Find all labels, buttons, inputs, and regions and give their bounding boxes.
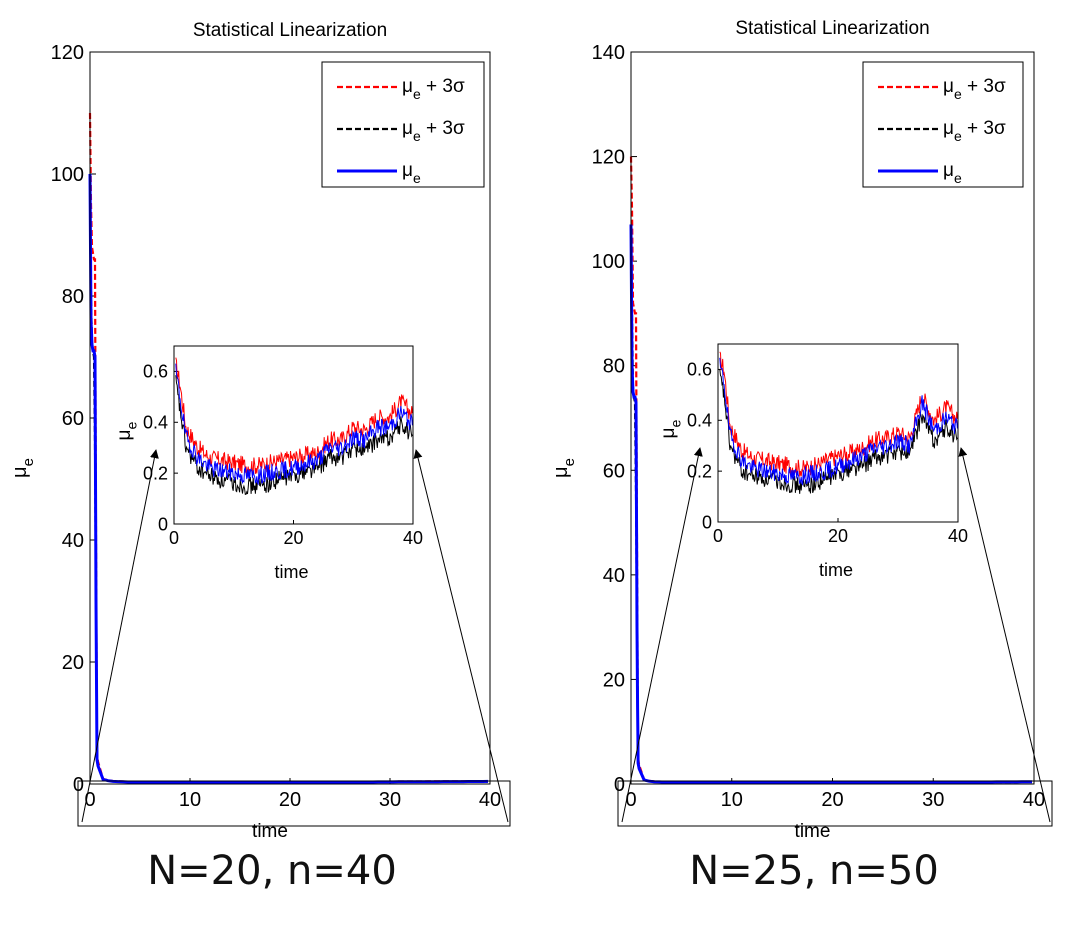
main-xtick-label: 0 bbox=[84, 789, 95, 811]
y-axis-label: μe bbox=[550, 458, 578, 478]
inset-y-axis-label: μe bbox=[114, 421, 141, 440]
zoom-arrow-left bbox=[621, 447, 703, 823]
inset-ytick-label: 0.4 bbox=[687, 411, 712, 431]
series-line-mu bbox=[629, 224, 1032, 785]
inset-ytick-label: 0 bbox=[158, 514, 168, 534]
series-line-mu bbox=[88, 173, 489, 785]
inset-ytick-label: 0.6 bbox=[143, 362, 168, 382]
caption-left: N=20, n=40 bbox=[147, 848, 397, 894]
inset-xtick-label: 20 bbox=[283, 528, 303, 548]
inset-series-line-mu-plus-3sigma-black bbox=[175, 375, 413, 496]
inset-xtick-label: 20 bbox=[828, 526, 848, 546]
main-axes-frame bbox=[630, 51, 1035, 785]
legend-label-2: μe bbox=[943, 160, 962, 186]
inset-ytick-label: 0 bbox=[702, 512, 712, 532]
inset-ytick-label: 0.2 bbox=[687, 461, 712, 481]
inset-x-axis-label: time bbox=[819, 560, 853, 580]
inset-chart: 0 20 40 0 0.2 0.4 0.6 time μe bbox=[658, 343, 968, 580]
chart-panel-2: 0 10 20 30 40 0 20 40 60 80 100 120 140 Statistical L… bbox=[550, 18, 1053, 842]
main-xtick-label: 20 bbox=[821, 789, 843, 811]
zoom-arrow-right bbox=[958, 447, 1051, 823]
caption-right: N=25, n=50 bbox=[689, 848, 939, 894]
main-ytick-label: 120 bbox=[51, 42, 84, 64]
legend-label-0: μe + 3σ bbox=[402, 76, 465, 102]
chart-title: Statistical Linearization bbox=[735, 18, 929, 39]
inset-chart: 0 20 40 0 0.2 0.4 0.6 time μe bbox=[114, 345, 423, 582]
inset-series-line-mu-plus-3sigma-red bbox=[175, 357, 413, 475]
main-xtick-label: 40 bbox=[1023, 789, 1045, 811]
chart-title: Statistical Linearization bbox=[193, 20, 387, 41]
inset-series-line-mu-plus-3sigma-black bbox=[719, 369, 958, 494]
inset-y-axis-label: μe bbox=[658, 419, 685, 438]
legend-label-1: μe + 3σ bbox=[943, 118, 1006, 144]
zoom-arrow-left bbox=[81, 449, 159, 823]
main-ytick-label: 100 bbox=[51, 164, 84, 186]
inset-xtick-label: 40 bbox=[403, 528, 423, 548]
main-ytick-label: 40 bbox=[62, 530, 84, 552]
main-ytick-label: 120 bbox=[592, 147, 625, 169]
main-ytick-label: 60 bbox=[62, 408, 84, 430]
y-axis-label: μe bbox=[9, 458, 37, 478]
inset-ytick-label: 0.4 bbox=[143, 413, 168, 433]
legend-label-1: μe + 3σ bbox=[402, 118, 465, 144]
inset-plot-area bbox=[174, 346, 413, 524]
main-ytick-label: 80 bbox=[603, 356, 625, 378]
main-xtick-label: 0 bbox=[625, 789, 636, 811]
zoom-arrow-right bbox=[413, 449, 509, 823]
inset-series-line-mu-plus-3sigma-red bbox=[719, 351, 958, 477]
main-xtick-label: 10 bbox=[721, 789, 743, 811]
inset-axes-frame bbox=[717, 343, 959, 523]
x-axis-label: time bbox=[252, 821, 288, 842]
main-ytick-label: 20 bbox=[62, 652, 84, 674]
main-xtick-label: 30 bbox=[379, 789, 401, 811]
main-xtick-label: 30 bbox=[922, 789, 944, 811]
inset-x-axis-label: time bbox=[274, 562, 308, 582]
legend-label-0: μe + 3σ bbox=[943, 76, 1006, 102]
inset-ytick-label: 0.2 bbox=[143, 463, 168, 483]
inset-series-line-mu bbox=[719, 357, 958, 486]
inset-ytick-label: 0.6 bbox=[687, 360, 712, 380]
zoom-region-box bbox=[617, 780, 1053, 827]
inset-xtick-label: 0 bbox=[713, 526, 723, 546]
main-ytick-label: 60 bbox=[603, 460, 625, 482]
main-axes-frame bbox=[89, 51, 491, 785]
main-ytick-label: 140 bbox=[592, 42, 625, 64]
main-ytick-label: 20 bbox=[603, 669, 625, 691]
main-ytick-label: 80 bbox=[62, 286, 84, 308]
inset-series-line-mu bbox=[175, 363, 413, 486]
main-xtick-label: 40 bbox=[479, 789, 501, 811]
x-axis-label: time bbox=[795, 821, 831, 842]
legend-label-2: μe bbox=[402, 160, 421, 186]
legend-box bbox=[321, 61, 485, 188]
main-ytick-label: 40 bbox=[603, 565, 625, 587]
main-ytick-label: 0 bbox=[614, 774, 625, 796]
inset-xtick-label: 40 bbox=[948, 526, 968, 546]
inset-plot-area bbox=[718, 344, 958, 522]
chart-panel-1: 0 10 20 30 40 0 20 40 60 80 100 120 Statistical Line… bbox=[9, 20, 511, 842]
inset-axes-frame bbox=[173, 345, 414, 525]
legend-box bbox=[862, 61, 1024, 188]
zoom-region-box bbox=[77, 780, 511, 827]
main-ytick-label: 100 bbox=[592, 251, 625, 273]
inset-xtick-label: 0 bbox=[169, 528, 179, 548]
main-xtick-label: 10 bbox=[179, 789, 201, 811]
main-xtick-label: 20 bbox=[279, 789, 301, 811]
